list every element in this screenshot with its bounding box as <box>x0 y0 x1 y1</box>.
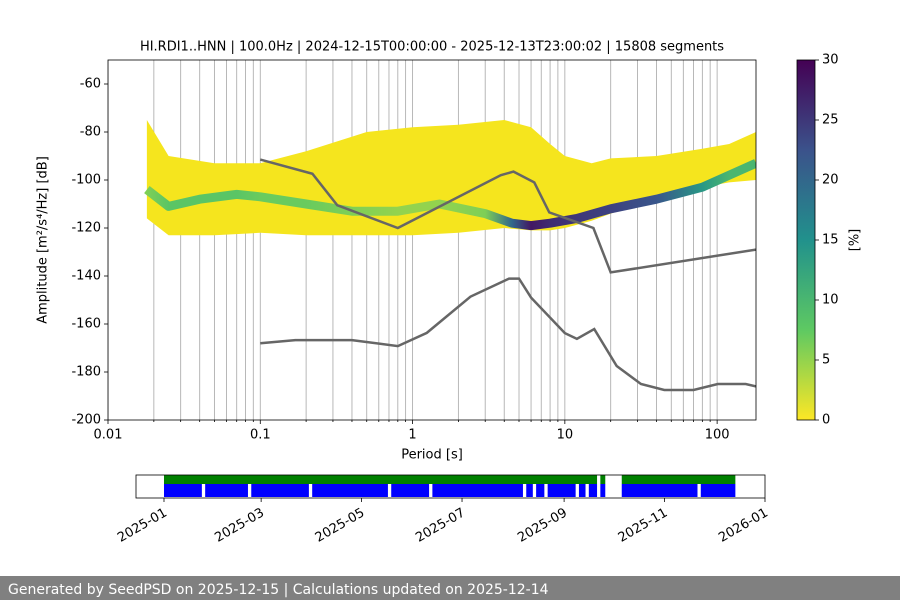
used-coverage <box>391 484 430 497</box>
data-coverage <box>621 475 736 484</box>
colorbar-tick-label: 0 <box>822 413 830 428</box>
y-tick-label: -60 <box>80 77 101 92</box>
colorbar-tick-label: 10 <box>822 293 839 308</box>
used-coverage <box>432 484 523 497</box>
noise-model-line <box>259 158 756 274</box>
data-coverage <box>163 475 598 484</box>
used-coverage <box>600 484 606 497</box>
colorbar <box>796 59 816 421</box>
y-tick-label: -120 <box>71 221 101 236</box>
y-axis-label: Amplitude [m²/s⁴/Hz] [dB] <box>36 156 51 324</box>
colorbar-tick-label: 5 <box>822 353 830 368</box>
used-coverage <box>163 484 202 497</box>
y-tick-label: -140 <box>71 269 101 284</box>
x-tick-label: 0.1 <box>250 428 271 443</box>
mode-band <box>144 159 756 231</box>
y-tick-label: -80 <box>80 125 101 140</box>
used-coverage <box>526 484 533 497</box>
x-axis-label: Period [s] <box>401 448 463 463</box>
data-coverage <box>600 475 606 484</box>
footer-band <box>0 576 900 600</box>
y-tick-label: -200 <box>71 413 101 428</box>
y-tick-label: -160 <box>71 317 101 332</box>
used-coverage <box>621 484 698 497</box>
colorbar-tick-label: 25 <box>822 113 839 128</box>
colorbar-label: [%] <box>848 229 863 252</box>
colorbar-tick-label: 15 <box>822 233 839 248</box>
timeline-frame <box>135 474 766 499</box>
used-coverage <box>588 484 598 497</box>
y-tick-label: -180 <box>71 365 101 380</box>
x-tick-label: 100 <box>705 428 730 443</box>
used-coverage <box>536 484 545 497</box>
colorbar-tick-label: 20 <box>822 173 839 188</box>
plot-frame <box>107 59 757 421</box>
used-coverage <box>547 484 576 497</box>
footer-text: Generated by SeedPSD on 2025-12-15 | Cal… <box>8 582 549 598</box>
used-coverage <box>205 484 248 497</box>
x-tick-label: 10 <box>557 428 574 443</box>
plot-area <box>108 60 756 420</box>
noise-model-line <box>260 277 756 392</box>
y-tick-label: -100 <box>71 173 101 188</box>
timeline <box>163 475 736 497</box>
colorbar-tick-label: 30 <box>822 53 839 68</box>
used-coverage <box>700 484 736 497</box>
x-tick-label: 1 <box>408 428 416 443</box>
used-coverage <box>312 484 388 497</box>
used-coverage <box>578 484 586 497</box>
chart-title: HI.RDI1..HNN | 100.0Hz | 2024-12-15T00:0… <box>140 40 724 55</box>
used-coverage <box>251 484 309 497</box>
x-tick-label: 0.01 <box>94 428 123 443</box>
